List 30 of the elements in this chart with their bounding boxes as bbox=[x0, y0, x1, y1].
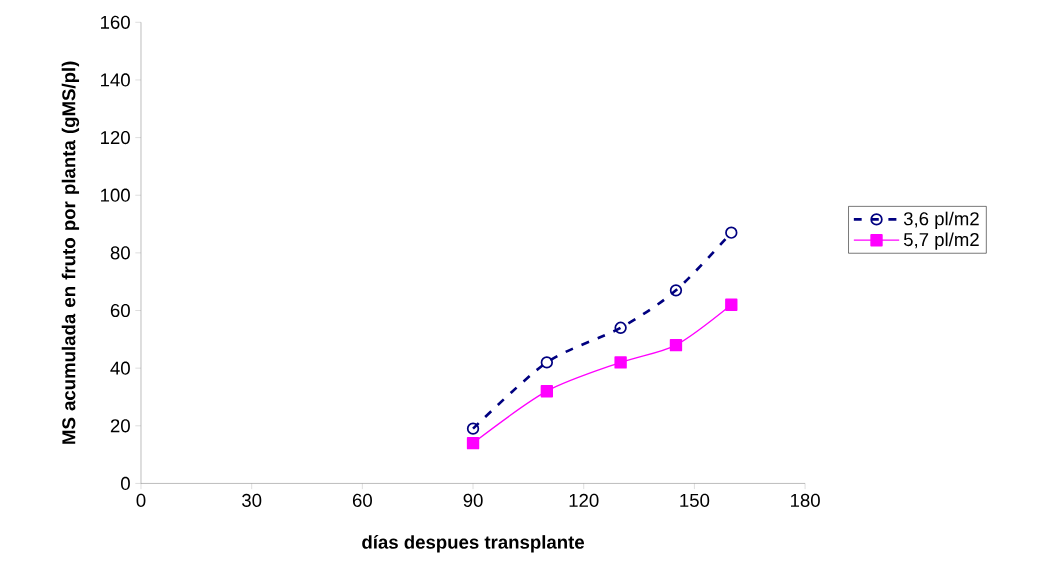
y-axis-title: MS acumulada en fruto por planta (gMS/pl) bbox=[61, 61, 80, 444]
x-tick-label: 180 bbox=[791, 493, 820, 507]
point bbox=[725, 298, 738, 311]
x-tick-label: 0 bbox=[136, 493, 146, 507]
point bbox=[725, 226, 738, 239]
point bbox=[540, 384, 554, 398]
x-axis-title: días despues transplante bbox=[362, 534, 585, 553]
y-tick-label: 160 bbox=[101, 15, 130, 29]
y-tick-label: 120 bbox=[101, 130, 130, 145]
y-tick-label: 40 bbox=[110, 361, 130, 375]
x-tick-label: 60 bbox=[352, 493, 372, 507]
point bbox=[466, 436, 480, 450]
x-tick-label: 120 bbox=[569, 493, 599, 507]
point bbox=[614, 356, 627, 369]
y-tick-label: 140 bbox=[101, 73, 130, 87]
y-tick-label: 100 bbox=[101, 188, 130, 202]
legend-label: 5,7 pl/m2 bbox=[903, 232, 979, 250]
x-tick-label: 90 bbox=[463, 493, 483, 507]
x-tick-label: 30 bbox=[242, 493, 262, 507]
point bbox=[614, 321, 627, 334]
point bbox=[466, 422, 480, 435]
y-tick-label: 80 bbox=[110, 246, 130, 260]
y-tick-label: 60 bbox=[110, 303, 130, 317]
point bbox=[669, 284, 683, 297]
point bbox=[540, 356, 554, 369]
y-tick-label: 20 bbox=[110, 419, 130, 433]
point bbox=[669, 338, 683, 352]
legend-label: 3,6 pl/m2 bbox=[903, 211, 979, 229]
y-tick-label: 0 bbox=[121, 476, 130, 490]
x-tick-label: 150 bbox=[680, 493, 710, 507]
